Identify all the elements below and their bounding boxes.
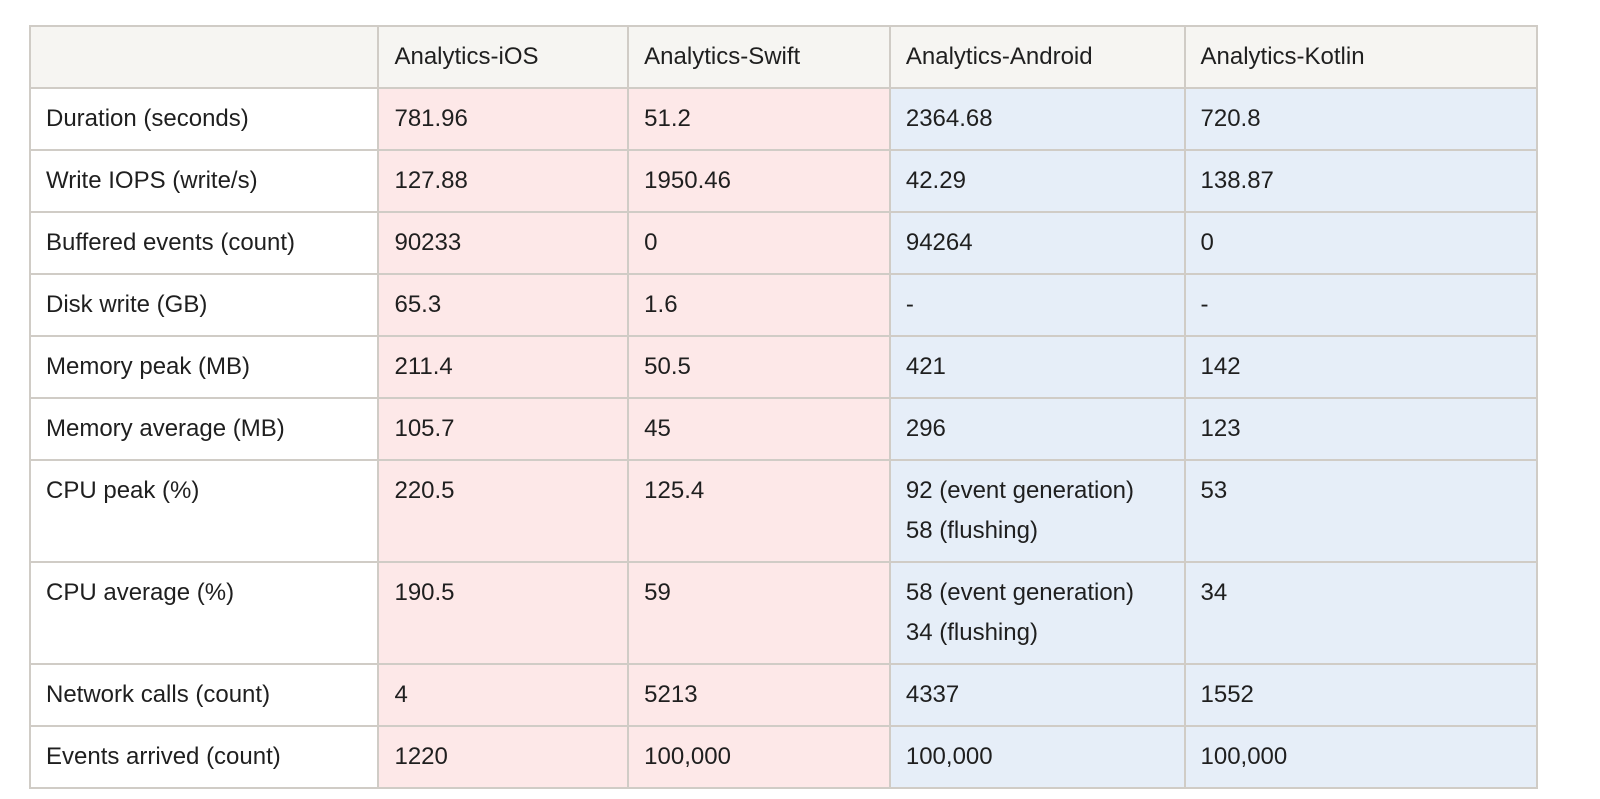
- cell-swift: 59: [627, 561, 891, 665]
- cell-kotlin: 138.87: [1183, 149, 1538, 213]
- cell-swift: 125.4: [627, 459, 891, 563]
- row-label: Memory average (MB): [28, 397, 380, 461]
- header-corner: [28, 25, 380, 89]
- table-row: Buffered events (count) 90233 0 94264 0: [28, 211, 1538, 275]
- header-analytics-android: Analytics-Android: [888, 25, 1186, 89]
- cell-swift: 1950.46: [627, 149, 891, 213]
- header-row: Analytics-iOS Analytics-Swift Analytics-…: [28, 25, 1538, 89]
- table-row: Write IOPS (write/s) 127.88 1950.46 42.2…: [28, 149, 1538, 213]
- cell-ios: 90233: [377, 211, 630, 275]
- cell-swift: 100,000: [627, 725, 891, 789]
- row-label: Memory peak (MB): [28, 335, 380, 399]
- cell-kotlin: 0: [1183, 211, 1538, 275]
- header-analytics-ios: Analytics-iOS: [377, 25, 630, 89]
- table-row: Memory peak (MB) 211.4 50.5 421 142: [28, 335, 1538, 399]
- cell-kotlin: 53: [1183, 459, 1538, 563]
- cell-ios: 127.88: [377, 149, 630, 213]
- cell-kotlin: -: [1183, 273, 1538, 337]
- table-row: CPU average (%) 190.5 59 58 (event gener…: [28, 561, 1538, 665]
- cell-ios: 65.3: [377, 273, 630, 337]
- cell-kotlin: 123: [1183, 397, 1538, 461]
- cell-android: -: [888, 273, 1186, 337]
- cell-swift: 45: [627, 397, 891, 461]
- row-label: Events arrived (count): [28, 725, 380, 789]
- cell-ios: 1220: [377, 725, 630, 789]
- row-label: Disk write (GB): [28, 273, 380, 337]
- cell-ios: 190.5: [377, 561, 630, 665]
- cell-line: 58 (event generation): [905, 579, 1135, 606]
- cell-swift: 50.5: [627, 335, 891, 399]
- header-analytics-kotlin: Analytics-Kotlin: [1183, 25, 1538, 89]
- table-row: Events arrived (count) 1220 100,000 100,…: [28, 725, 1538, 789]
- row-label: Buffered events (count): [28, 211, 380, 275]
- cell-android: 58 (event generation) 34 (flushing): [888, 561, 1186, 665]
- cell-kotlin: 34: [1183, 561, 1538, 665]
- row-label: Duration (seconds): [28, 87, 380, 151]
- cell-ios: 105.7: [377, 397, 630, 461]
- row-label: CPU peak (%): [28, 459, 380, 563]
- table-row: Network calls (count) 4 5213 4337 1552: [28, 663, 1538, 727]
- cell-android: 296: [888, 397, 1186, 461]
- row-label: Network calls (count): [28, 663, 380, 727]
- cell-swift: 51.2: [627, 87, 891, 151]
- cell-android: 421: [888, 335, 1186, 399]
- benchmark-comparison-table: Analytics-iOS Analytics-Swift Analytics-…: [28, 25, 1538, 789]
- cell-ios: 4: [377, 663, 630, 727]
- table-row: Duration (seconds) 781.96 51.2 2364.68 7…: [28, 87, 1538, 151]
- header-analytics-swift: Analytics-Swift: [627, 25, 891, 89]
- cell-swift: 0: [627, 211, 891, 275]
- cell-android: 4337: [888, 663, 1186, 727]
- cell-ios: 220.5: [377, 459, 630, 563]
- row-label: CPU average (%): [28, 561, 380, 665]
- cell-kotlin: 142: [1183, 335, 1538, 399]
- row-label: Write IOPS (write/s): [28, 149, 380, 213]
- cell-android: 2364.68: [888, 87, 1186, 151]
- cell-swift: 5213: [627, 663, 891, 727]
- cell-swift: 1.6: [627, 273, 891, 337]
- cell-ios: 781.96: [377, 87, 630, 151]
- cell-line: 58 (flushing): [905, 517, 1038, 544]
- cell-android: 94264: [888, 211, 1186, 275]
- cell-line: 92 (event generation): [905, 477, 1135, 504]
- cell-android: 100,000: [888, 725, 1186, 789]
- cell-ios: 211.4: [377, 335, 630, 399]
- cell-android: 42.29: [888, 149, 1186, 213]
- cell-android: 92 (event generation) 58 (flushing): [888, 459, 1186, 563]
- cell-kotlin: 720.8: [1183, 87, 1538, 151]
- cell-kotlin: 1552: [1183, 663, 1538, 727]
- cell-line: 34 (flushing): [905, 619, 1038, 646]
- table-row: Memory average (MB) 105.7 45 296 123: [28, 397, 1538, 461]
- cell-kotlin: 100,000: [1183, 725, 1538, 789]
- table-row: CPU peak (%) 220.5 125.4 92 (event gener…: [28, 459, 1538, 563]
- table-row: Disk write (GB) 65.3 1.6 - -: [28, 273, 1538, 337]
